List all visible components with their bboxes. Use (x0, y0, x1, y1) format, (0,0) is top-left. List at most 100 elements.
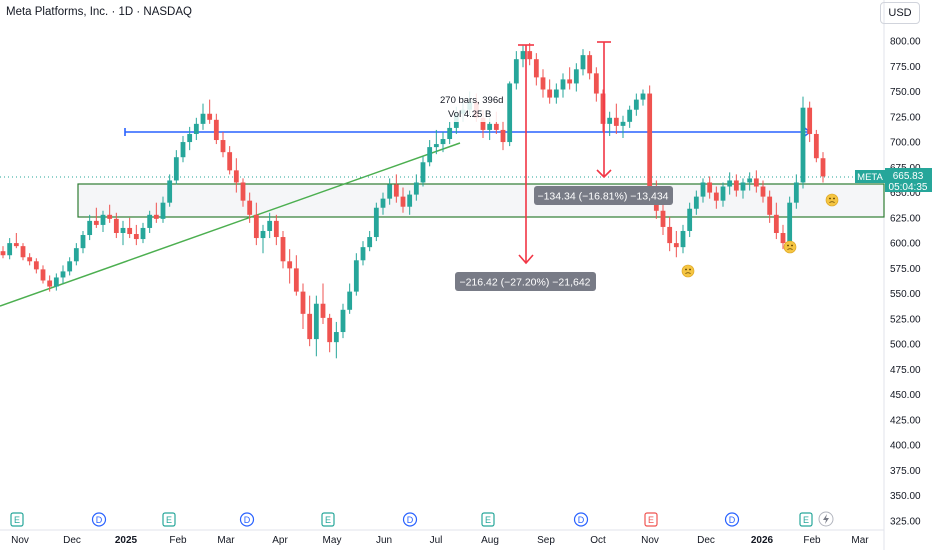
badge-letter: E (325, 515, 331, 525)
plot-area[interactable] (0, 0, 884, 550)
candle-down (33, 261, 39, 270)
earnings-badge[interactable]: E (644, 512, 658, 527)
dividend-badge[interactable]: D (402, 512, 418, 527)
candle-up (793, 182, 799, 203)
price-tick-label: 375.00 (890, 466, 921, 477)
time-tick-label: Nov (11, 535, 29, 546)
candle-up (193, 123, 199, 134)
candle-up (447, 127, 453, 140)
currency-button[interactable]: USD (880, 2, 920, 24)
time-tick-label: Dec (697, 535, 715, 546)
candle-down (393, 184, 399, 197)
candle-up (560, 79, 566, 90)
earnings-badge[interactable]: E (481, 512, 495, 527)
time-tick-label: Dec (63, 535, 81, 546)
candle-down (660, 210, 666, 227)
candle-down (133, 234, 139, 240)
candle-up (367, 237, 373, 248)
candle-up (693, 196, 699, 209)
dividend-badge[interactable]: D (724, 512, 740, 527)
candle-up (200, 113, 206, 124)
price-tick-label: 400.00 (890, 441, 921, 452)
red-range-arrow-2[interactable] (596, 41, 612, 179)
candle-up (380, 198, 386, 208)
earnings-badge[interactable]: E (799, 512, 813, 527)
candle-down (293, 268, 299, 292)
price-tick-label: 525.00 (890, 314, 921, 325)
badge-letter: E (485, 515, 491, 525)
candle-down (527, 51, 533, 60)
candle-down (127, 227, 133, 235)
candle-down (27, 257, 33, 262)
chart-title: Meta Platforms, Inc. · 1D · NASDAQ (6, 6, 192, 18)
candle-down (613, 117, 619, 126)
candle-down (240, 182, 246, 201)
red-range-arrow-1[interactable] (518, 44, 534, 265)
green-trendline[interactable] (0, 142, 461, 307)
price-tick-label: 575.00 (890, 264, 921, 275)
candle-up (147, 214, 153, 228)
lightning-icon[interactable] (818, 511, 834, 527)
dividend-badge[interactable]: D (573, 512, 589, 527)
badge-letter: D (96, 515, 103, 525)
earnings-badge[interactable]: E (321, 512, 335, 527)
range-label-1-text: −216.42 (−27.20%) −21,642 (459, 277, 590, 289)
candle-up (373, 207, 379, 238)
time-tick-label: 2025 (115, 535, 138, 546)
badge-letter: E (14, 515, 20, 525)
candle-down (20, 246, 26, 258)
countdown-label: 05:04:35 (889, 182, 928, 193)
candle-up (267, 220, 273, 231)
price-tick-label: 800.00 (890, 37, 921, 48)
dividend-badge[interactable]: D (239, 512, 255, 527)
candle-up (607, 117, 613, 124)
earnings-badge[interactable]: E (10, 512, 24, 527)
candle-down (273, 220, 279, 238)
range-label-2-text: −134.34 (−16.81%) −13,434 (537, 191, 668, 203)
candle-down (767, 196, 773, 215)
badge-letter: D (578, 515, 585, 525)
emoji-markers (681, 193, 839, 278)
candle-down (307, 313, 313, 340)
candle-up (313, 303, 319, 340)
candle-down (253, 214, 259, 239)
candle-up (100, 214, 106, 225)
candle-up (580, 55, 586, 70)
candle-down (587, 55, 593, 74)
candle-up (633, 99, 639, 110)
candle-down (547, 89, 553, 98)
earnings-badge[interactable]: E (162, 512, 176, 527)
candle-up (413, 182, 419, 195)
candle-down (320, 303, 326, 318)
price-tick-label: 450.00 (890, 390, 921, 401)
candle-up (513, 59, 519, 84)
candle-up (420, 162, 426, 183)
candle-up (53, 277, 59, 287)
time-axis[interactable]: Nov Dec 2025 Feb Mar Apr May Jun Jul Aug Sep Oct Nov… (11, 535, 869, 546)
candle-up (700, 182, 706, 197)
candle-down (813, 133, 819, 159)
candle-down (820, 158, 826, 177)
candle-down (220, 140, 226, 153)
price-tick-label: 600.00 (890, 239, 921, 250)
candle-up (687, 208, 693, 231)
price-axis[interactable]: 800.00775.00750.00725.00700.00675.00650.… (890, 37, 921, 528)
candle-down (280, 237, 286, 262)
dividend-badge[interactable]: D (91, 512, 107, 527)
candle-up (787, 202, 793, 244)
time-tick-label: Jul (430, 535, 443, 546)
time-tick-label: Feb (169, 535, 187, 546)
candle-up (167, 180, 173, 203)
time-tick-label: Aug (481, 535, 499, 546)
price-tick-label: 625.00 (890, 213, 921, 224)
measure-bars-text: 270 bars, 396d (440, 95, 503, 106)
time-tick-label: Nov (641, 535, 659, 546)
candle-down (780, 233, 786, 244)
badge-letter: D (244, 515, 251, 525)
range-label-1: −216.42 (−27.20%) −21,642 (455, 272, 596, 291)
candle-up (440, 139, 446, 145)
candle-up (407, 194, 413, 207)
candle-up (160, 202, 166, 219)
